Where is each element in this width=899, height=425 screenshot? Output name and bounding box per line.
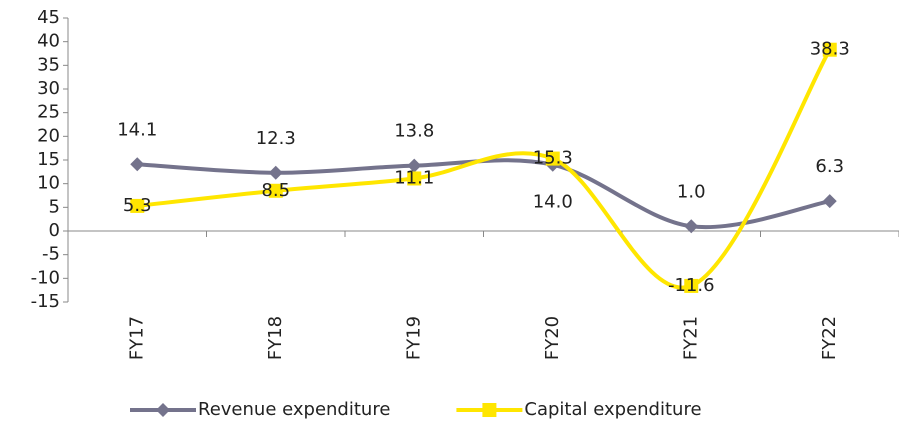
y-tick-label: 0: [49, 220, 60, 241]
y-tick-label: 15: [37, 149, 60, 170]
y-tick-label: 20: [37, 125, 60, 146]
legend-marker: [156, 403, 170, 417]
data-label: 8.5: [261, 180, 290, 201]
point-marker: [545, 151, 560, 166]
data-label: 13.8: [394, 121, 434, 142]
data-label: 38.3: [810, 39, 850, 60]
data-label: 14.1: [117, 119, 157, 140]
x-tick-label: FY21: [680, 316, 701, 360]
y-tick-label: 35: [37, 54, 60, 75]
data-label: 5.3: [123, 195, 152, 216]
x-tick-label: FY17: [126, 316, 147, 360]
y-tick-label: 5: [49, 196, 60, 217]
series-line: [137, 158, 831, 230]
legend-label: Capital expenditure: [524, 399, 701, 420]
point-marker: [407, 171, 422, 186]
y-tick-label: 30: [37, 78, 60, 99]
point-marker: [822, 42, 837, 57]
x-tick-label: FY19: [403, 316, 424, 360]
y-tick-label: 10: [37, 173, 60, 194]
point-marker: [684, 278, 699, 293]
y-tick-label: 40: [37, 31, 60, 52]
point-marker: [822, 194, 837, 209]
y-tick-label: 25: [37, 102, 60, 123]
data-label: 15.3: [533, 148, 573, 169]
data-label: 6.3: [815, 156, 844, 177]
y-tick-label: 45: [37, 7, 60, 28]
data-label: 11.1: [394, 167, 434, 188]
y-tick-label: -10: [31, 267, 60, 288]
point-marker: [130, 157, 145, 172]
data-label: 1.0: [677, 181, 706, 202]
data-label: 12.3: [256, 128, 296, 149]
legend-label: Revenue expenditure: [198, 399, 390, 420]
data-label: -11.6: [668, 275, 715, 296]
data-label: 14.0: [533, 192, 573, 213]
x-tick-label: FY18: [265, 316, 286, 360]
x-tick-label: FY20: [542, 316, 563, 360]
x-tick-label: FY22: [819, 316, 840, 360]
point-marker: [268, 183, 283, 198]
series-line: [137, 48, 832, 290]
point-marker: [407, 158, 422, 173]
point-marker: [130, 198, 145, 213]
y-tick-label: -15: [31, 291, 60, 312]
point-marker: [684, 219, 699, 234]
y-tick-label: -5: [42, 244, 60, 265]
legend-marker: [482, 403, 497, 417]
point-marker: [268, 165, 283, 180]
